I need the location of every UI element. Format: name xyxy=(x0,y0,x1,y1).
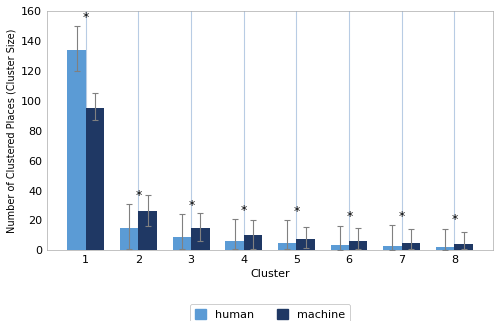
Bar xyxy=(120,228,139,250)
Bar xyxy=(138,212,157,250)
Bar xyxy=(68,50,86,250)
Text: *: * xyxy=(83,11,89,24)
Y-axis label: Number of Clustered Places (Cluster Size): Number of Clustered Places (Cluster Size… xyxy=(7,29,17,233)
Legend: human, machine: human, machine xyxy=(190,304,350,321)
Bar xyxy=(330,245,349,250)
Bar xyxy=(349,241,368,250)
Bar xyxy=(278,243,296,250)
Text: *: * xyxy=(136,189,142,202)
Bar xyxy=(226,241,244,250)
Text: *: * xyxy=(241,204,247,217)
Text: *: * xyxy=(188,199,194,212)
Text: *: * xyxy=(399,210,405,223)
Bar xyxy=(172,237,191,250)
Bar xyxy=(296,239,315,250)
Bar xyxy=(402,243,420,250)
Text: *: * xyxy=(294,205,300,218)
Bar xyxy=(454,244,473,250)
Bar xyxy=(86,108,104,250)
Bar xyxy=(191,228,210,250)
X-axis label: Cluster: Cluster xyxy=(250,269,290,279)
Bar xyxy=(436,247,454,250)
Text: *: * xyxy=(452,213,458,226)
Text: *: * xyxy=(346,211,352,223)
Bar xyxy=(244,235,262,250)
Bar xyxy=(384,246,402,250)
